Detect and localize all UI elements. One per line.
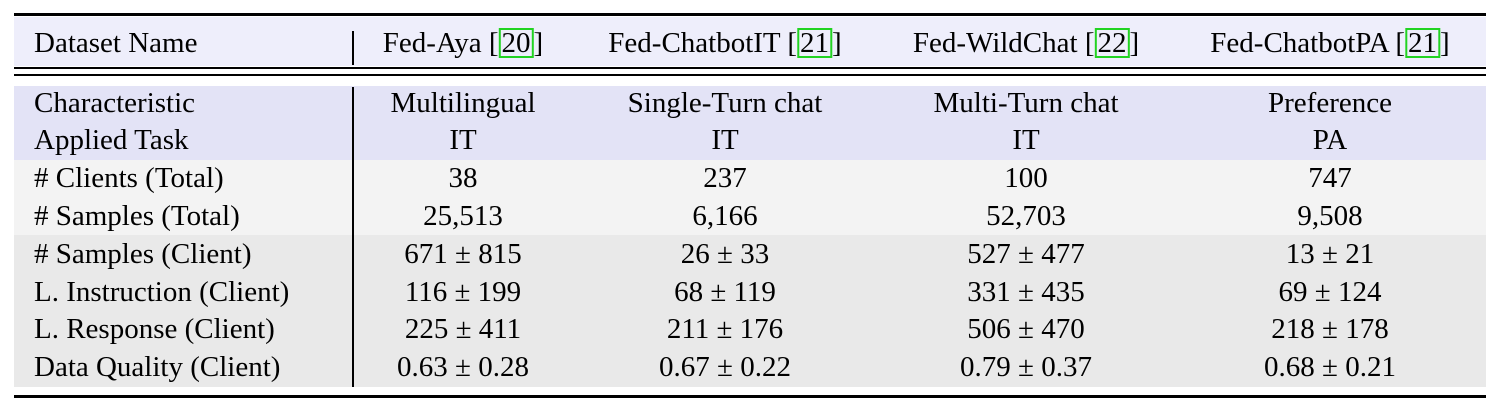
cell-value: 0.79 ± 0.37 — [960, 351, 1092, 383]
header-dataset-fed-wildchat: Fed-WildChat [22] — [912, 27, 1140, 59]
header-rule-upper — [14, 67, 1486, 69]
cell-value: 52,703 — [986, 200, 1066, 232]
cell-value: 0.68 ± 0.21 — [1264, 351, 1396, 383]
cell-value: 13 ± 21 — [1285, 238, 1375, 270]
citation-link[interactable]: 21 — [1405, 28, 1441, 58]
header-band — [14, 17, 1486, 66]
cell-value: 0.67 ± 0.22 — [659, 351, 791, 383]
cell-value: Multilingual — [390, 87, 536, 119]
cell-value: 237 — [703, 162, 747, 194]
cell-value: 225 ± 411 — [404, 313, 522, 345]
body-column-divider — [352, 87, 354, 387]
cell-value: 331 ± 435 — [967, 276, 1085, 308]
cell-value: 26 ± 33 — [680, 238, 770, 270]
cell-value: 6,166 — [692, 200, 758, 232]
row-label-samples-client: # Samples (Client) — [34, 238, 252, 270]
cell-value: Multi-Turn chat — [933, 87, 1119, 119]
cell-value: Preference — [1268, 87, 1392, 119]
cell-value: 218 ± 178 — [1271, 313, 1389, 345]
cell-value: 671 ± 815 — [404, 238, 522, 270]
row-label-samples-total: # Samples (Total) — [34, 200, 240, 232]
cell-value: 69 ± 124 — [1278, 276, 1382, 308]
row-label-clients-total: # Clients (Total) — [34, 162, 224, 194]
cell-value: PA — [1312, 124, 1348, 156]
cell-value: 747 — [1308, 162, 1352, 194]
header-dataset-fed-chatbotit: Fed-ChatbotIT [21] — [608, 27, 842, 59]
totals-band — [14, 160, 1486, 235]
cell-value: 38 — [448, 162, 478, 194]
bottom-rule — [14, 395, 1486, 398]
header-column-divider — [352, 31, 354, 65]
row-label-response-length: L. Response (Client) — [34, 313, 275, 345]
cell-value: IT — [1012, 124, 1040, 156]
row-label-characteristic: Characteristic — [34, 87, 196, 119]
header-rule-lower — [14, 74, 1486, 76]
cell-value: IT — [449, 124, 477, 156]
cell-value: 25,513 — [423, 200, 503, 232]
cell-value: Single-Turn chat — [627, 87, 823, 119]
top-rule — [14, 13, 1486, 16]
task-band — [14, 86, 1486, 160]
header-dataset-fed-aya: Fed-Aya [20] — [382, 27, 544, 59]
cell-value: 527 ± 477 — [967, 238, 1085, 270]
header-dataset-fed-chatbotpa: Fed-ChatbotPA [21] — [1210, 27, 1450, 59]
header-label: Dataset Name — [34, 27, 198, 59]
cell-value: 211 ± 176 — [666, 313, 784, 345]
client-stats-band — [14, 235, 1486, 387]
citation-link[interactable]: 20 — [498, 28, 534, 58]
citation-link[interactable]: 21 — [797, 28, 833, 58]
row-label-data-quality: Data Quality (Client) — [34, 351, 281, 383]
cell-value: 9,508 — [1297, 200, 1363, 232]
cell-value: 100 — [1004, 162, 1048, 194]
cell-value: 68 ± 119 — [674, 276, 776, 308]
row-label-applied-task: Applied Task — [34, 124, 189, 156]
citation-link[interactable]: 22 — [1094, 28, 1130, 58]
row-label-instruction-length: L. Instruction (Client) — [34, 276, 290, 308]
cell-value: 116 ± 199 — [404, 276, 522, 308]
cell-value: IT — [711, 124, 739, 156]
cell-value: 0.63 ± 0.28 — [397, 351, 529, 383]
cell-value: 506 ± 470 — [967, 313, 1085, 345]
